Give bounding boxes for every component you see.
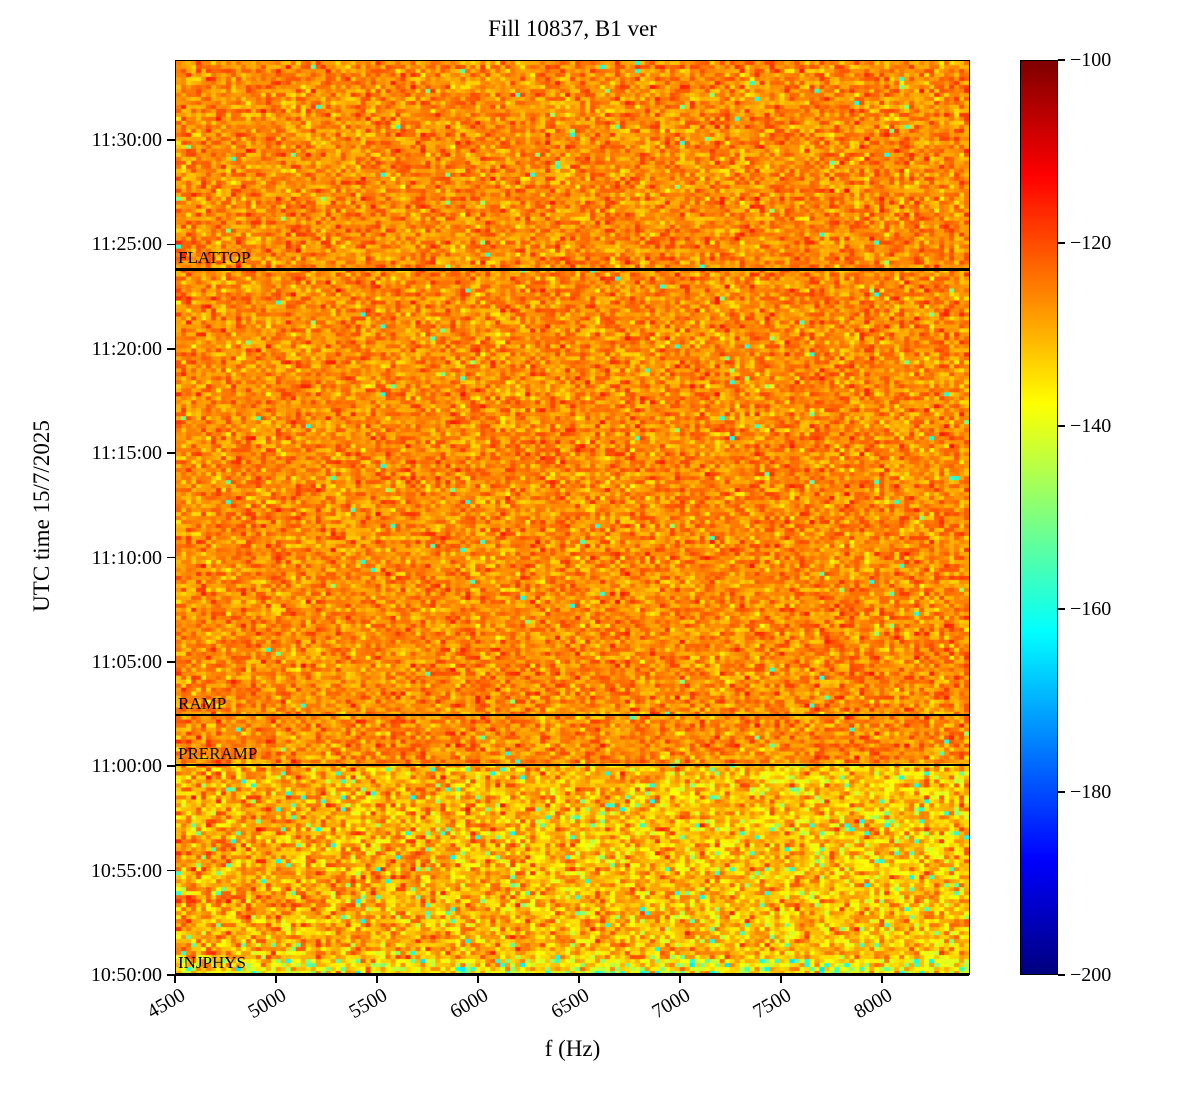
chart-title: Fill 10837, B1 ver bbox=[488, 16, 657, 41]
x-axis-label: f (Hz) bbox=[544, 1036, 601, 1061]
x-tick-mark bbox=[578, 975, 580, 983]
y-tick-mark bbox=[167, 765, 175, 768]
y-tick-label: 11:25:00 bbox=[91, 233, 162, 256]
y-tick-mark bbox=[167, 243, 175, 246]
x-tick-mark bbox=[881, 975, 883, 983]
colorbar-tick-mark bbox=[1058, 59, 1065, 61]
y-tick-label: 11:20:00 bbox=[91, 337, 162, 360]
colorbar-tick-mark bbox=[1058, 242, 1065, 244]
beam-mode-line bbox=[176, 973, 969, 976]
colorbar-tick-label: −140 bbox=[1070, 415, 1112, 437]
y-tick-mark bbox=[167, 661, 175, 663]
beam-mode-label: FLATTOP bbox=[178, 248, 251, 268]
x-tick-mark bbox=[477, 975, 479, 983]
y-tick-label: 10:50:00 bbox=[90, 964, 162, 986]
x-tick-mark bbox=[679, 975, 681, 983]
y-tick-mark bbox=[167, 869, 175, 872]
colorbar-tick-label: −180 bbox=[1070, 781, 1112, 803]
colorbar-canvas bbox=[1021, 61, 1057, 974]
y-tick-mark bbox=[167, 139, 175, 141]
x-tick-mark bbox=[275, 975, 277, 983]
colorbar-tick-label: −200 bbox=[1070, 964, 1112, 986]
colorbar bbox=[1020, 60, 1058, 975]
colorbar-tick-mark bbox=[1058, 425, 1065, 427]
beam-mode-label: INJPHYS bbox=[178, 953, 247, 973]
beam-mode-line bbox=[176, 764, 969, 767]
beam-mode-line bbox=[176, 713, 969, 716]
x-tick-mark bbox=[376, 975, 378, 983]
y-tick-label: 11:00:00 bbox=[91, 755, 162, 778]
y-tick-label: 11:05:00 bbox=[91, 650, 162, 673]
y-tick-mark bbox=[167, 974, 175, 976]
y-tick-label: 11:30:00 bbox=[91, 129, 162, 152]
colorbar-tick-mark bbox=[1058, 791, 1065, 793]
colorbar-tick-label: −120 bbox=[1070, 232, 1112, 254]
y-tick-label: 11:15:00 bbox=[91, 442, 162, 465]
colorbar-tick-mark bbox=[1058, 608, 1065, 610]
beam-mode-label: PRERAMP bbox=[178, 744, 258, 763]
y-tick-mark bbox=[167, 556, 175, 559]
y-tick-label: 11:10:00 bbox=[91, 546, 162, 569]
y-tick-label: 10:55:00 bbox=[90, 859, 162, 882]
beam-mode-line bbox=[176, 268, 969, 271]
x-tick-mark bbox=[174, 975, 176, 983]
beam-mode-label: RAMP bbox=[178, 693, 227, 713]
spectrogram-canvas bbox=[176, 61, 969, 974]
y-tick-mark bbox=[167, 452, 175, 454]
colorbar-tick-label: −160 bbox=[1070, 598, 1112, 620]
colorbar-tick-label: −100 bbox=[1070, 49, 1112, 71]
x-tick-mark bbox=[780, 975, 782, 983]
colorbar-tick-mark bbox=[1058, 974, 1065, 976]
y-tick-mark bbox=[167, 347, 175, 350]
plot-area: FLATTOP RAMP PRERAMP INJPHYS bbox=[175, 60, 970, 976]
